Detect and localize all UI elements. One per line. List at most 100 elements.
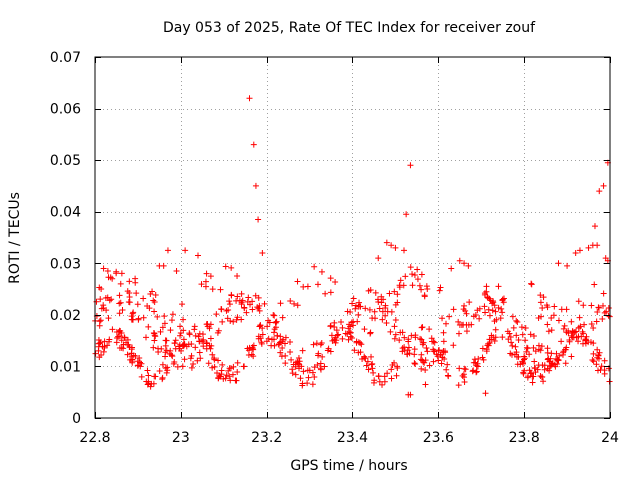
data-point <box>401 344 408 351</box>
data-point <box>455 382 462 389</box>
data-point <box>106 297 113 304</box>
x-tick-label: 23.8 <box>509 430 540 446</box>
data-point <box>129 359 136 366</box>
data-point <box>195 333 202 340</box>
data-point <box>223 372 230 379</box>
data-point <box>520 370 527 377</box>
data-point <box>245 294 252 301</box>
data-point <box>226 373 233 380</box>
data-point <box>519 331 526 338</box>
data-point <box>463 328 470 335</box>
data-point <box>249 344 256 351</box>
x-tick-label: 23.2 <box>251 430 282 446</box>
data-point <box>371 377 378 384</box>
data-point <box>580 330 587 337</box>
data-point <box>431 339 438 346</box>
data-point <box>370 369 377 376</box>
data-point <box>391 335 398 342</box>
data-point <box>480 356 487 363</box>
data-point <box>309 381 316 388</box>
data-point <box>407 162 414 169</box>
data-point <box>116 300 123 307</box>
data-point <box>483 348 490 355</box>
data-point <box>232 377 239 384</box>
data-point <box>345 336 352 343</box>
x-tick-label: 23 <box>172 430 190 446</box>
data-point <box>223 307 230 314</box>
data-point <box>197 355 204 362</box>
data-point <box>258 339 265 346</box>
data-point <box>565 330 572 337</box>
data-point <box>138 360 145 367</box>
data-point <box>116 310 123 317</box>
data-point <box>128 316 135 323</box>
data-point <box>435 357 442 364</box>
data-point <box>126 289 133 296</box>
data-point <box>509 313 516 320</box>
data-point <box>104 268 111 275</box>
data-point <box>548 327 555 334</box>
data-point <box>499 297 506 304</box>
data-point <box>519 359 526 366</box>
data-point <box>294 302 301 309</box>
data-point <box>151 298 158 305</box>
data-point <box>388 242 395 249</box>
data-point <box>409 271 416 278</box>
data-point <box>551 303 558 310</box>
data-point <box>234 368 241 375</box>
data-point <box>233 297 240 304</box>
data-point <box>455 330 462 337</box>
y-tick-label: 0.03 <box>50 256 81 272</box>
data-point <box>282 352 289 359</box>
data-point <box>327 289 334 296</box>
data-point <box>217 286 224 293</box>
x-tick-labels: 22.8 23 23.2 23.4 23.6 23.8 24 <box>79 430 619 446</box>
data-point <box>365 366 372 373</box>
data-point <box>234 314 241 321</box>
data-point <box>521 367 528 374</box>
data-point <box>422 381 429 388</box>
data-point <box>529 373 536 380</box>
data-point <box>526 351 533 358</box>
data-point <box>304 380 311 387</box>
data-point <box>383 320 390 327</box>
data-point <box>394 363 401 370</box>
data-point <box>535 314 542 321</box>
data-point <box>298 363 305 370</box>
data-point <box>200 343 207 350</box>
data-point <box>396 337 403 344</box>
data-point <box>439 349 446 356</box>
data-point <box>225 367 232 374</box>
data-point <box>163 337 170 344</box>
data-point <box>117 280 124 287</box>
data-point <box>422 366 429 373</box>
data-point <box>552 363 559 370</box>
data-point <box>456 257 463 264</box>
data-point <box>136 359 143 366</box>
data-point <box>327 275 334 282</box>
data-point <box>593 361 600 368</box>
data-point <box>436 287 443 294</box>
data-point <box>371 308 378 315</box>
data-point <box>271 312 278 319</box>
data-point <box>580 302 587 309</box>
data-point <box>159 324 166 331</box>
data-point <box>227 377 234 384</box>
data-point <box>305 374 312 381</box>
data-point <box>461 260 468 267</box>
data-point <box>421 293 428 300</box>
data-point <box>497 315 504 322</box>
data-point <box>411 272 418 279</box>
data-point <box>224 315 231 322</box>
data-point <box>538 343 545 350</box>
data-point <box>401 247 407 254</box>
data-point <box>465 262 472 269</box>
data-point <box>564 262 571 269</box>
data-point <box>488 332 495 339</box>
data-point <box>375 298 382 305</box>
y-tick-label: 0 <box>72 411 81 427</box>
data-point <box>352 305 359 312</box>
data-point <box>531 365 538 372</box>
data-point <box>515 337 522 344</box>
